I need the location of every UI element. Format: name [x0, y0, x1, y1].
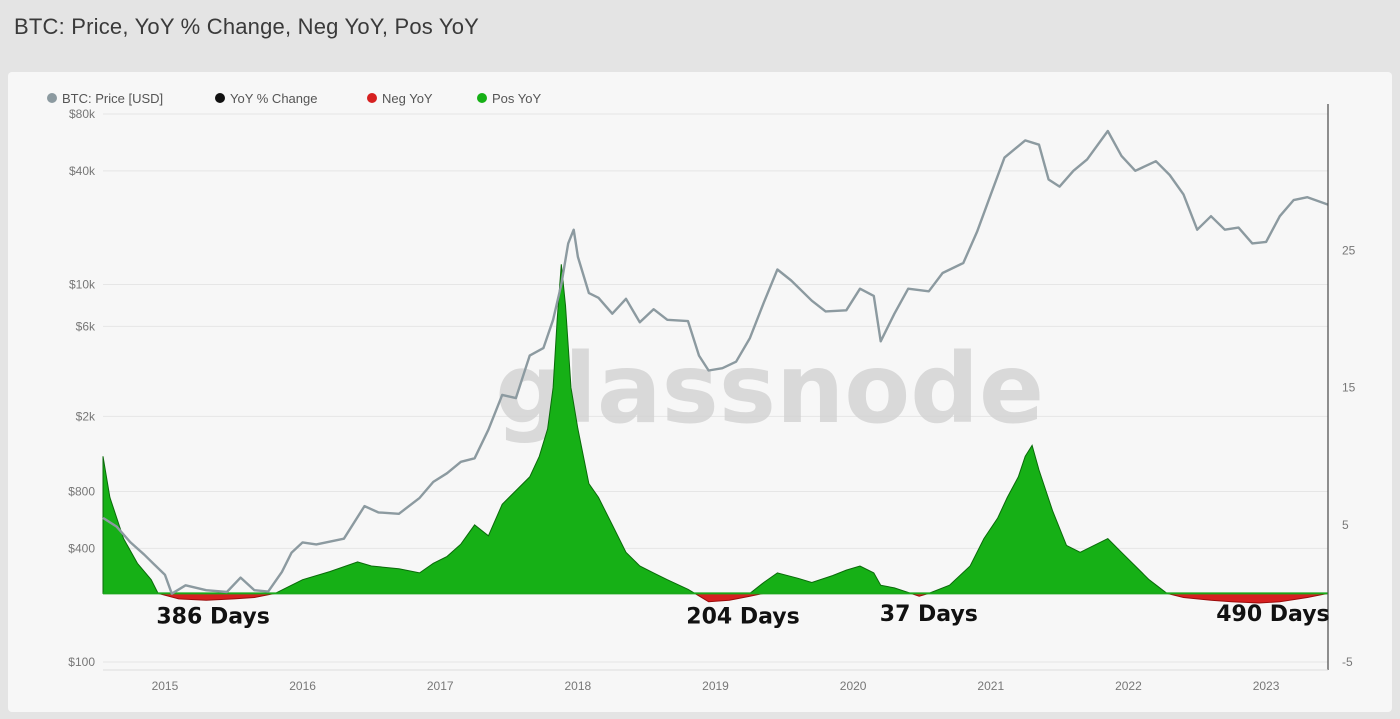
y-left-tick-label: $40k [69, 164, 96, 178]
legend-label: Neg YoY [382, 91, 433, 106]
neg-yoy-series [103, 592, 1329, 604]
x-tick-label: 2019 [702, 679, 729, 693]
legend-marker [215, 93, 225, 103]
annotation-label: 386 Days [156, 605, 269, 630]
chart-svg: glassnode $80k $40k $10k $6k $2k $800 $400 $100… [47, 91, 1356, 693]
y-left-tick-label: $10k [69, 277, 96, 291]
legend-label: BTC: Price [USD] [62, 91, 163, 106]
chart-panel: glassnode $80k $40k $10k $6k $2k $800 $400 $100… [8, 72, 1392, 712]
legend-marker [47, 93, 57, 103]
legend-item[interactable]: Neg YoY [367, 91, 433, 106]
legend-item[interactable]: Pos YoY [477, 91, 541, 106]
y-left-tick-label: $800 [68, 485, 95, 499]
legend-marker [367, 93, 377, 103]
x-tick-label: 2021 [977, 679, 1004, 693]
legend-marker [477, 93, 487, 103]
legend-label: YoY % Change [230, 91, 317, 106]
annotations: 386 Days 204 Days 37 Days 490 Days [156, 602, 1329, 630]
gridlines [103, 113, 1328, 663]
annotation-label: 490 Days [1216, 602, 1329, 627]
y-left-tick-label: $400 [68, 541, 95, 555]
legend: BTC: Price [USD] YoY % Change Neg YoY Pos Y… [47, 91, 541, 106]
legend-item[interactable]: YoY % Change [215, 91, 317, 106]
x-tick-label: 2017 [427, 679, 454, 693]
y-left-tick-label: $80k [69, 107, 96, 121]
y-right-tick-label: -5 [1342, 655, 1353, 669]
chart-title: BTC: Price, YoY % Change, Neg YoY, Pos Y… [14, 14, 480, 39]
legend-label: Pos YoY [492, 91, 541, 106]
price-line [102, 129, 1329, 595]
pos-yoy-area [102, 264, 1328, 594]
y-right-tick-label: 15 [1342, 381, 1356, 395]
x-tick-label: 2015 [152, 679, 179, 693]
pos-yoy-series [102, 264, 1328, 594]
x-tick-label: 2020 [840, 679, 867, 693]
y-left-tick-label: $100 [68, 655, 95, 669]
x-tick-label: 2018 [565, 679, 592, 693]
price-series [102, 129, 1329, 595]
x-tick-label: 2023 [1253, 679, 1280, 693]
watermark: glassnode [495, 333, 1044, 445]
y-left-tick-label: $6k [76, 319, 96, 333]
neg-yoy-area [103, 592, 1329, 604]
axes [103, 104, 1329, 671]
legend-item[interactable]: BTC: Price [USD] [47, 91, 163, 106]
x-tick-label: 2022 [1115, 679, 1142, 693]
tick-labels: $80k $40k $10k $6k $2k $800 $400 $100 25 15 5 -5 201… [68, 107, 1355, 693]
x-tick-label: 2016 [289, 679, 316, 693]
y-right-tick-label: 5 [1342, 518, 1349, 532]
annotation-label: 204 Days [686, 605, 799, 630]
annotation-label: 37 Days [880, 602, 978, 627]
y-left-tick-label: $2k [76, 409, 96, 423]
y-right-tick-label: 25 [1342, 244, 1356, 258]
